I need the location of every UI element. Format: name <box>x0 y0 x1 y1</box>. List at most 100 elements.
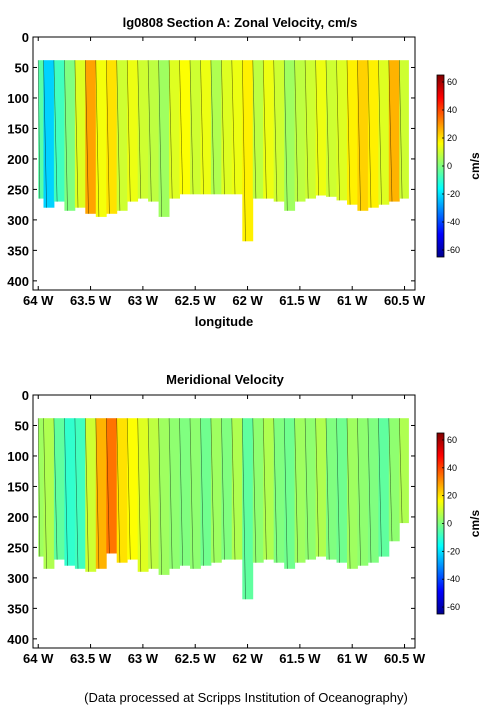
x-tick-label: 63 W <box>128 651 159 666</box>
colorbar-tick-label: -60 <box>447 602 460 612</box>
velocity-column <box>43 418 55 569</box>
velocity-column <box>231 60 243 195</box>
velocity-column <box>399 60 409 199</box>
contour-line <box>388 60 393 202</box>
velocity-column <box>294 418 306 563</box>
y-tick-label: 0 <box>22 388 29 403</box>
velocity-column <box>116 418 128 563</box>
y-tick-label: 400 <box>7 632 29 647</box>
contour-line <box>273 418 278 563</box>
velocity-column <box>221 418 233 560</box>
contour-line <box>53 418 58 560</box>
x-tick-label: 60.5 W <box>384 293 426 308</box>
velocity-column <box>85 418 97 572</box>
velocity-column <box>116 60 128 211</box>
contour-line <box>43 60 47 208</box>
contour-line <box>283 60 288 211</box>
velocity-column <box>200 60 212 195</box>
velocity-column <box>388 60 400 202</box>
velocity-column <box>38 60 44 199</box>
contour-line <box>367 60 372 208</box>
contour-line <box>242 60 246 242</box>
colorbar-tick-label: 40 <box>447 463 457 473</box>
velocity-column <box>273 418 285 563</box>
velocity-column <box>74 418 86 569</box>
y-tick-label: 150 <box>7 121 29 136</box>
contour-line <box>221 60 225 195</box>
velocity-column <box>148 418 159 569</box>
velocity-column <box>127 60 139 202</box>
contour-line <box>95 418 100 569</box>
velocity-column <box>137 418 149 572</box>
velocity-column <box>378 60 390 205</box>
velocity-column <box>200 418 212 566</box>
velocity-column <box>242 418 254 600</box>
x-tick-label: 60.5 W <box>384 651 426 666</box>
contour-line <box>74 60 79 208</box>
velocity-column <box>85 60 97 214</box>
contour-line <box>64 60 68 211</box>
y-tick-label: 300 <box>7 571 29 586</box>
x-tick-label: 64 W <box>23 293 54 308</box>
colorbar-label: cm/s <box>468 510 482 538</box>
contour-line <box>210 60 215 195</box>
velocity-column <box>305 418 316 560</box>
meridional-velocity-panel: Meridional Velocity 64 W 63.5 W 63 W 62.5 W… <box>7 372 482 666</box>
plot-area: 64 W 63.5 W 63 W 62.5 W 62 W 61.5 W 61 W 60.5 W… <box>7 388 426 666</box>
contour-line <box>189 60 194 195</box>
velocity-column <box>95 418 107 569</box>
contour-line <box>106 418 110 554</box>
velocity-column <box>294 60 306 202</box>
contour-line <box>378 60 382 205</box>
contour-line <box>126 60 131 202</box>
contour-line <box>252 418 257 563</box>
y-tick-label: 100 <box>7 91 29 106</box>
contour-line <box>357 418 361 566</box>
colorbar-tick-label: 60 <box>447 435 457 445</box>
velocity-column <box>357 60 369 211</box>
velocity-column <box>127 418 139 560</box>
y-tick-label: 50 <box>15 60 29 75</box>
contour-line <box>346 418 351 569</box>
velocity-column <box>242 60 254 242</box>
velocity-column <box>64 418 76 566</box>
velocity-column <box>399 418 409 524</box>
y-tick-label: 200 <box>7 510 29 525</box>
velocity-column <box>252 418 264 563</box>
velocity-column <box>388 418 400 542</box>
velocity-column <box>53 60 65 202</box>
contour-line <box>231 60 236 195</box>
panel-title: lg0808 Section A: Zonal Velocity, cm/s <box>123 15 358 30</box>
x-axis-label: longitude <box>195 314 254 329</box>
velocity-column <box>38 418 44 557</box>
contour-line <box>242 418 246 600</box>
contour-line <box>367 418 372 563</box>
velocity-column <box>210 418 222 563</box>
contour-line <box>262 60 267 199</box>
contour-line <box>399 418 403 524</box>
contour-line <box>262 418 267 560</box>
y-tick-label: 300 <box>7 213 29 228</box>
velocity-column <box>357 418 369 566</box>
velocity-column <box>263 60 275 199</box>
velocity-column <box>326 60 337 197</box>
velocity-column <box>179 60 191 195</box>
velocity-column <box>378 418 390 557</box>
velocity-column <box>221 60 233 195</box>
contour-line <box>399 60 403 199</box>
contour-line <box>85 60 89 214</box>
colorbar: 60 40 20 0 -20 -40 -60 cm/s <box>436 74 482 258</box>
colorbar-tick-label: 20 <box>447 133 457 143</box>
contour-line <box>315 418 319 557</box>
contour-line <box>137 60 142 199</box>
y-tick-label: 250 <box>7 182 29 197</box>
x-tick-label: 61 W <box>337 293 368 308</box>
contour-line <box>231 418 236 560</box>
velocity-column <box>158 418 170 575</box>
velocity-column <box>210 60 222 195</box>
y-tick-label: 0 <box>22 30 29 45</box>
plot-frame <box>32 394 416 649</box>
contour-line <box>37 418 41 557</box>
velocity-column <box>305 60 316 199</box>
